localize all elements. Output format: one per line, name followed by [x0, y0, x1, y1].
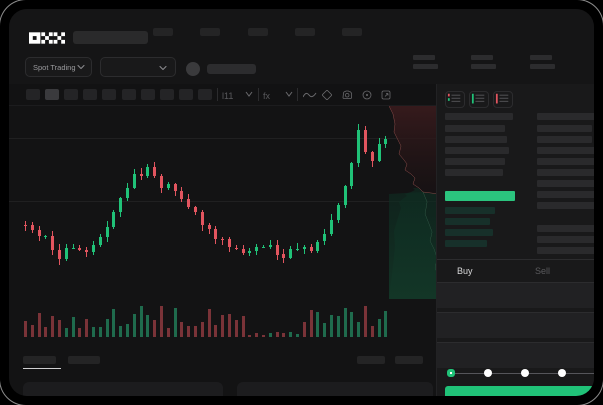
- svg-text:l11: l11: [222, 91, 233, 100]
- svg-text:fx: fx: [263, 91, 271, 100]
